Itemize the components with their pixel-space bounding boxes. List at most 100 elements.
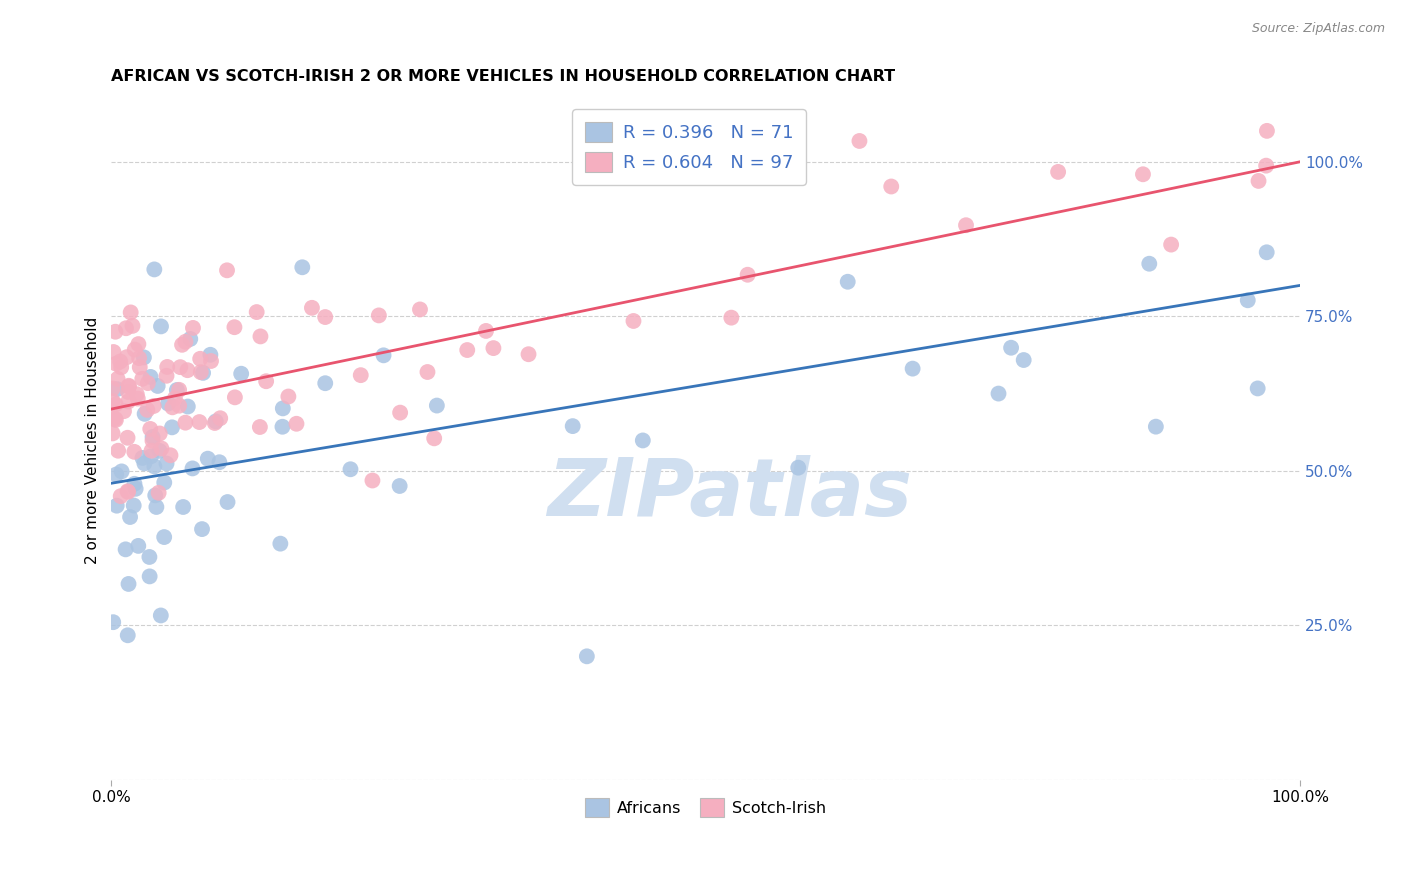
Point [149, 426, 172, 441]
Point [217, 495, 239, 509]
Point [139, 422, 162, 436]
Y-axis label: 2 or more Vehicles in Household: 2 or more Vehicles in Household [86, 317, 100, 564]
Point [136, 403, 159, 417]
Point [176, 363, 198, 377]
Point [143, 262, 166, 277]
Legend: Africans, Scotch-Irish: Africans, Scotch-Irish [578, 792, 832, 823]
Point [409, 302, 432, 317]
Point [301, 301, 323, 315]
Point [179, 332, 201, 346]
Point [787, 460, 810, 475]
Point [350, 368, 373, 383]
Point [101, 426, 124, 441]
Point [249, 329, 271, 343]
Point [339, 462, 361, 476]
Point [188, 415, 211, 429]
Point [104, 397, 127, 411]
Point [145, 500, 167, 514]
Point [125, 387, 148, 401]
Point [848, 134, 870, 148]
Point [124, 445, 146, 459]
Point [191, 522, 214, 536]
Point [623, 314, 645, 328]
Point [172, 500, 194, 514]
Point [167, 383, 190, 397]
Point [120, 510, 142, 524]
Point [416, 365, 439, 379]
Point [987, 386, 1010, 401]
Point [181, 461, 204, 475]
Point [200, 354, 222, 368]
Point [190, 365, 212, 379]
Point [285, 417, 308, 431]
Point [110, 360, 132, 375]
Point [105, 382, 128, 396]
Point [271, 419, 294, 434]
Point [131, 372, 153, 386]
Point [153, 530, 176, 544]
Point [1256, 124, 1278, 138]
Point [107, 372, 129, 386]
Point [148, 485, 170, 500]
Point [388, 479, 411, 493]
Point [115, 350, 138, 364]
Point [134, 407, 156, 421]
Point [181, 321, 204, 335]
Point [143, 459, 166, 474]
Point [224, 320, 246, 334]
Text: Source: ZipAtlas.com: Source: ZipAtlas.com [1251, 22, 1385, 36]
Point [153, 475, 176, 490]
Point [1012, 353, 1035, 368]
Point [197, 451, 219, 466]
Point [955, 218, 977, 232]
Point [174, 416, 197, 430]
Point [1236, 293, 1258, 308]
Point [146, 379, 169, 393]
Point [143, 488, 166, 502]
Point [191, 366, 214, 380]
Point [127, 392, 149, 406]
Point [156, 359, 179, 374]
Point [224, 390, 246, 404]
Point [117, 484, 139, 499]
Point [122, 499, 145, 513]
Point [134, 456, 156, 470]
Text: AFRICAN VS SCOTCH-IRISH 2 OR MORE VEHICLES IN HOUSEHOLD CORRELATION CHART: AFRICAN VS SCOTCH-IRISH 2 OR MORE VEHICL… [111, 69, 896, 84]
Point [204, 416, 226, 430]
Point [367, 309, 389, 323]
Point [117, 628, 139, 642]
Point [118, 378, 141, 392]
Point [117, 484, 139, 499]
Point [117, 394, 139, 409]
Point [1247, 381, 1270, 395]
Point [139, 450, 162, 464]
Point [170, 338, 193, 352]
Point [149, 608, 172, 623]
Point [314, 376, 336, 391]
Point [114, 542, 136, 557]
Point [128, 351, 150, 365]
Point [117, 431, 139, 445]
Point [720, 310, 742, 325]
Point [136, 376, 159, 391]
Point [101, 394, 124, 409]
Point [517, 347, 540, 361]
Point [1144, 419, 1167, 434]
Point [141, 434, 163, 448]
Point [155, 368, 177, 383]
Point [132, 351, 155, 365]
Point [314, 310, 336, 324]
Point [159, 448, 181, 462]
Point [124, 476, 146, 491]
Point [1000, 341, 1022, 355]
Point [1247, 174, 1270, 188]
Point [127, 539, 149, 553]
Point [246, 305, 269, 319]
Point [160, 420, 183, 434]
Point [561, 419, 583, 434]
Point [105, 499, 128, 513]
Point [1132, 167, 1154, 181]
Point [148, 443, 170, 458]
Point [127, 337, 149, 351]
Point [177, 400, 200, 414]
